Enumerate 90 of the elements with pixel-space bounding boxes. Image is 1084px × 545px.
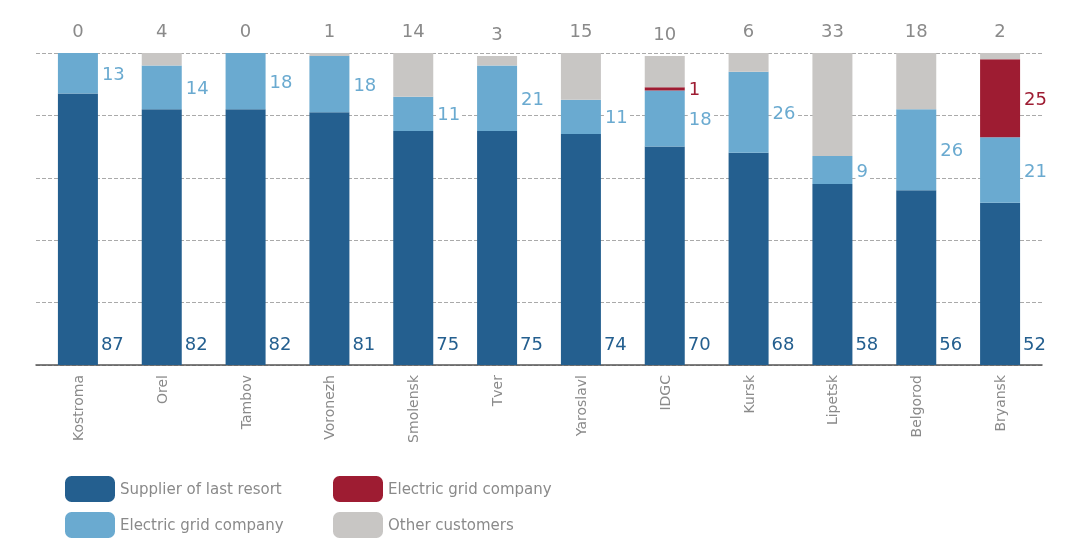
x-tick-label: Kursk [740, 374, 757, 414]
bar [477, 56, 518, 66]
bar [980, 53, 1021, 60]
legend-label: Electric grid company [120, 516, 284, 534]
bar [57, 53, 98, 94]
bar [896, 190, 937, 365]
bar [141, 65, 182, 110]
data-label: 26 [772, 101, 796, 123]
data-label: 82 [268, 332, 292, 354]
bar [309, 56, 350, 113]
bar [812, 155, 853, 185]
data-label: 82 [184, 332, 208, 354]
x-tick-label: Voronezh [321, 375, 338, 440]
bar [309, 112, 350, 365]
bar [896, 53, 937, 110]
data-label: 0 [72, 19, 84, 41]
bar [225, 109, 266, 365]
data-label: 18 [904, 19, 928, 41]
bar [644, 87, 685, 91]
data-label: 75 [436, 332, 460, 354]
bar [560, 53, 601, 100]
data-label: 26 [940, 139, 964, 161]
bar [560, 134, 601, 365]
data-label: 18 [688, 108, 712, 130]
legend-label: Other customers [388, 516, 514, 534]
bar [980, 59, 1021, 138]
data-label: 15 [569, 19, 593, 41]
data-label: 52 [1023, 332, 1046, 354]
data-label: 6 [742, 19, 755, 41]
bar [896, 109, 937, 191]
bar [644, 56, 685, 88]
bar [980, 202, 1021, 365]
data-label: 9 [856, 159, 868, 181]
data-label: 13 [101, 62, 125, 84]
bar [560, 99, 601, 135]
data-label: 4 [156, 19, 168, 41]
data-label: 2 [994, 19, 1006, 41]
x-tick-label: Yaroslavl [572, 375, 589, 438]
data-label: 74 [603, 332, 627, 354]
bar [309, 53, 350, 57]
data-label: 68 [771, 332, 795, 354]
bar [728, 53, 769, 72]
data-label: 10 [653, 22, 677, 44]
bar [644, 90, 685, 147]
data-label: 3 [491, 22, 503, 44]
data-label: 1 [323, 19, 336, 41]
bar [225, 53, 266, 110]
data-label: 70 [687, 332, 711, 354]
legend-label: Supplier of last resort [120, 480, 282, 498]
bar [57, 93, 98, 365]
data-label: 14 [185, 76, 209, 98]
data-label: 14 [401, 19, 425, 41]
bar [980, 137, 1021, 203]
data-label: 0 [239, 19, 252, 41]
x-tick-label: Lipetsk [824, 374, 841, 426]
bar [477, 65, 518, 131]
x-tick-label: Kostroma [69, 375, 86, 442]
x-tick-label: Tambov [237, 375, 254, 431]
bar [393, 53, 434, 97]
bar [728, 71, 769, 153]
data-label: 33 [820, 19, 844, 41]
x-tick-label: Smolensk [405, 374, 422, 443]
x-tick-label: Tver [489, 374, 506, 408]
bar [728, 152, 769, 365]
x-tick-label: Bryansk [992, 374, 1009, 432]
bar [812, 184, 853, 365]
legend-label: Electric grid company [388, 480, 552, 498]
data-label: 21 [1024, 159, 1047, 181]
data-label: 18 [353, 73, 377, 95]
data-label: 25 [1024, 87, 1047, 109]
data-label: 11 [437, 103, 461, 125]
bar [393, 96, 434, 131]
bar [644, 146, 685, 365]
data-label: 75 [520, 332, 543, 354]
data-label: 11 [604, 106, 628, 128]
data-label: 56 [939, 332, 963, 354]
bar [141, 109, 182, 365]
x-tick-label: Belgorod [908, 375, 925, 438]
x-tick-label: IDGC [656, 374, 673, 411]
x-tick-label: Orel [153, 375, 170, 404]
bar [393, 131, 434, 365]
data-label: 87 [100, 332, 124, 354]
bar [141, 53, 182, 66]
data-label: 21 [521, 87, 544, 109]
data-label: 1 [688, 78, 701, 100]
data-label: 58 [855, 332, 879, 354]
bar [477, 131, 518, 365]
data-label: 81 [352, 332, 376, 354]
data-label: 18 [269, 70, 293, 92]
bar [812, 53, 853, 156]
